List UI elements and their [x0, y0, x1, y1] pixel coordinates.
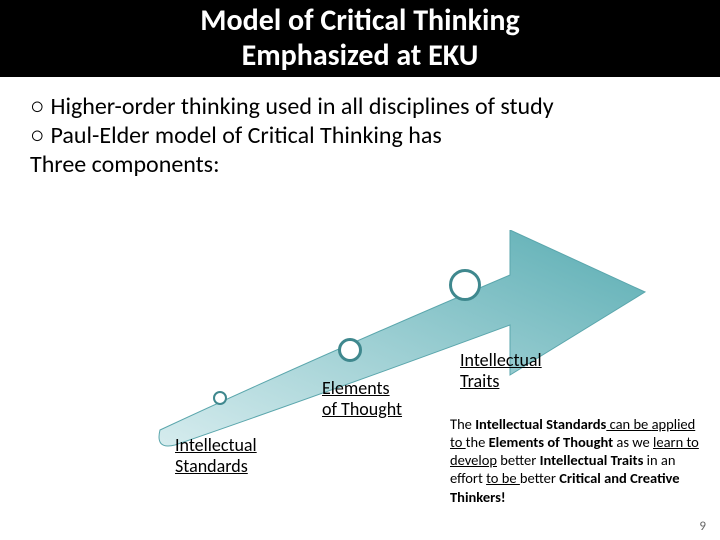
bullet-1-text: Higher-order thinking used in all discip… [51, 93, 554, 122]
description-run: Elements of Thought [489, 433, 614, 451]
description-run: better [520, 469, 559, 487]
arrow-diagram: IntellectualStandards Elementsof Thought I… [0, 230, 720, 540]
description-run: can be [606, 415, 651, 433]
bullet-mark-icon: ○ [30, 122, 45, 151]
bullet-1: ○ Higher-order thinking used in all disc… [30, 93, 690, 122]
description-run: to be [486, 469, 520, 487]
diagram-node-label: Elementsof Thought [322, 378, 402, 419]
diagram-node-label: IntellectualStandards [175, 435, 257, 476]
title-bar: Model of Critical Thinking Emphasized at… [0, 0, 720, 77]
title-line-1: Model of Critical Thinking [0, 4, 720, 39]
description-run: Intellectual Traits [540, 451, 644, 469]
description-run: The [450, 415, 475, 433]
bullet-tail: Three components: [30, 151, 690, 180]
bullet-2-text: Paul-Elder model of Critical Thinking ha… [51, 122, 442, 151]
description-run: better [497, 451, 540, 469]
bullet-mark-icon: ○ [30, 93, 45, 122]
diagram-node-label: IntellectualTraits [460, 350, 542, 391]
diagram-node [213, 391, 227, 405]
description-run: as we [613, 433, 653, 451]
diagram-node [338, 338, 362, 362]
page-number: 9 [699, 519, 706, 534]
description-text: The Intellectual Standards can be applie… [450, 415, 705, 506]
body-content: ○ Higher-order thinking used in all disc… [0, 77, 720, 179]
bullet-2: ○ Paul-Elder model of Critical Thinking … [30, 122, 690, 151]
description-run: the [466, 433, 489, 451]
title-line-2: Emphasized at EKU [0, 39, 720, 74]
diagram-node [449, 269, 481, 301]
description-run: Intellectual Standards [475, 415, 606, 433]
